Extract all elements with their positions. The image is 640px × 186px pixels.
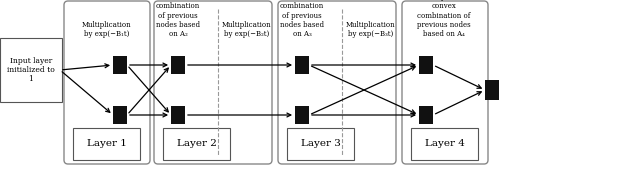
FancyBboxPatch shape <box>73 128 140 160</box>
FancyBboxPatch shape <box>278 1 396 164</box>
Bar <box>485 80 499 100</box>
Text: Multiplication
by exp(−B₃t): Multiplication by exp(−B₃t) <box>346 21 396 38</box>
Text: Convex
combination
of previous
nodes based
on A₃: Convex combination of previous nodes bas… <box>280 0 324 38</box>
Bar <box>295 56 309 74</box>
Text: Input layer
initialized to
1: Input layer initialized to 1 <box>7 57 55 83</box>
Text: Layer 3: Layer 3 <box>301 140 340 148</box>
Text: Multiplication
by exp(−B₁t): Multiplication by exp(−B₁t) <box>82 21 132 38</box>
Bar <box>295 106 309 124</box>
FancyBboxPatch shape <box>154 1 272 164</box>
Text: Layer 2: Layer 2 <box>177 140 216 148</box>
Text: Convex
combination
of previous
nodes based
on A₂: Convex combination of previous nodes bas… <box>156 0 200 38</box>
Text: Multiplication
by exp(−B₂t): Multiplication by exp(−B₂t) <box>222 21 272 38</box>
Bar <box>113 106 127 124</box>
Bar <box>171 56 185 74</box>
Text: Output is
convex
combination of
previous nodes
based on A₄: Output is convex combination of previous… <box>417 0 471 38</box>
Bar <box>419 106 433 124</box>
Bar <box>113 56 127 74</box>
FancyBboxPatch shape <box>402 1 488 164</box>
Text: Layer 4: Layer 4 <box>424 140 465 148</box>
FancyBboxPatch shape <box>163 128 230 160</box>
Text: Layer 1: Layer 1 <box>86 140 127 148</box>
FancyBboxPatch shape <box>0 38 62 102</box>
FancyBboxPatch shape <box>287 128 354 160</box>
Bar <box>419 56 433 74</box>
FancyBboxPatch shape <box>411 128 478 160</box>
Bar <box>171 106 185 124</box>
FancyBboxPatch shape <box>64 1 150 164</box>
